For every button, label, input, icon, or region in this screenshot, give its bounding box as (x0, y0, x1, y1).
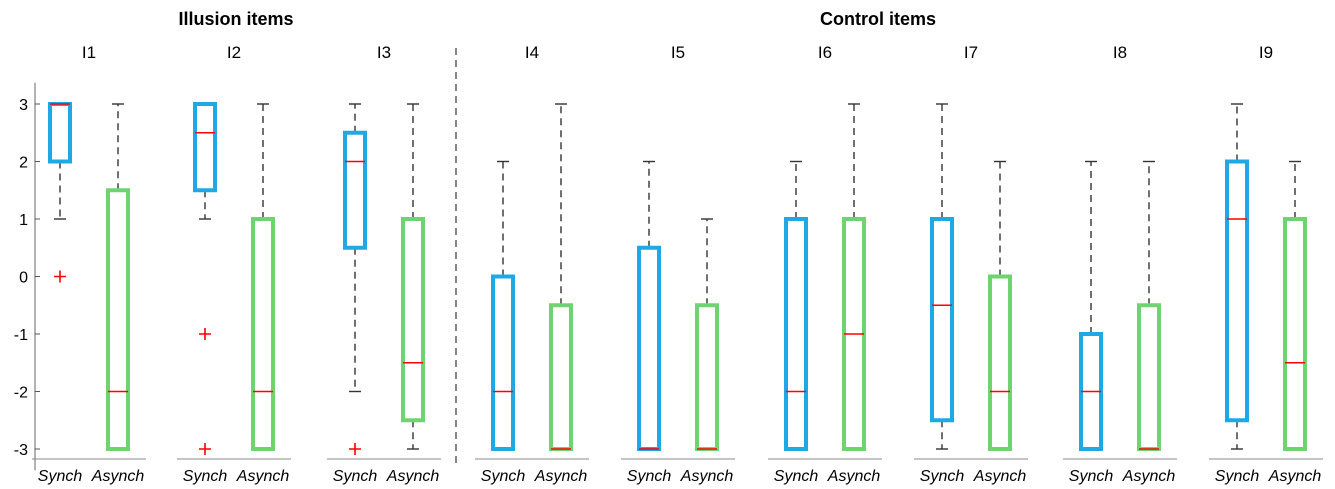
category-label-synch: Synch (1069, 468, 1114, 485)
category-label-synch: Synch (183, 468, 228, 485)
category-label-synch: Synch (1215, 468, 1260, 485)
category-label-asynch: Asynch (386, 468, 440, 485)
panel-title: I2 (227, 43, 241, 62)
category-label-asynch: Asynch (973, 468, 1027, 485)
panel-i6: I6 Synch Asynch (768, 43, 882, 485)
box-synch (491, 274, 515, 451)
panel-i8: I8 Synch Asynch (1063, 43, 1177, 485)
outlier-synch (349, 443, 361, 455)
panel-i7: I7 Synch Asynch (914, 43, 1028, 485)
category-label-asynch: Asynch (534, 468, 588, 485)
category-label-asynch: Asynch (827, 468, 881, 485)
panel-i5: I5 Synch Asynch (621, 43, 735, 485)
box-synch (193, 102, 217, 193)
y-axis: 3 2 1 0 -1 -2 -3 (14, 82, 40, 471)
category-label-asynch: Asynch (1122, 468, 1176, 485)
panel-title: I5 (671, 43, 685, 62)
panel-title: I4 (525, 43, 539, 62)
box-asynch (695, 303, 719, 451)
y-tick-label: -1 (14, 327, 28, 344)
category-label-synch: Synch (920, 468, 965, 485)
box-asynch (106, 188, 130, 451)
category-label-asynch: Asynch (1268, 468, 1322, 485)
box-asynch (401, 217, 425, 423)
group-titles: Illusion items Control items (178, 9, 936, 29)
outlier-synch (199, 443, 211, 455)
panel-title: I9 (1259, 43, 1273, 62)
category-label-synch: Synch (481, 468, 526, 485)
panel-i4: I4 Synch Asynch (475, 43, 589, 485)
box-asynch (549, 303, 573, 451)
box-asynch (1137, 303, 1161, 451)
box-synch (637, 245, 661, 451)
y-tick-label: 1 (19, 212, 28, 229)
box-asynch (988, 274, 1012, 451)
box-synch (784, 217, 808, 451)
box-asynch (1283, 217, 1307, 451)
category-label-synch: Synch (38, 468, 83, 485)
box-asynch (251, 217, 275, 451)
panel-title: I7 (964, 43, 978, 62)
panel-title: I6 (818, 43, 832, 62)
category-label-synch: Synch (627, 468, 672, 485)
y-tick-label: 3 (19, 97, 28, 114)
group-title-illusion: Illusion items (178, 9, 293, 29)
box-synch (930, 217, 954, 423)
panel-i3: I3 Synch Asynch (327, 43, 441, 485)
y-tick-label: 0 (19, 270, 28, 287)
panel-i9: I9 Synch Asynch (1209, 43, 1323, 485)
category-label-synch: Synch (333, 468, 378, 485)
outlier-synch (54, 270, 66, 283)
panel-title: I1 (82, 43, 96, 62)
panel-i1: I1 Synch Asynch (32, 43, 146, 485)
y-tick-label: -3 (14, 442, 28, 459)
outlier-synch (199, 328, 211, 340)
group-title-control: Control items (820, 9, 936, 29)
category-label-asynch: Asynch (680, 468, 734, 485)
y-tick-label: -2 (14, 385, 28, 402)
category-label-asynch: Asynch (236, 468, 290, 485)
box-synch (343, 130, 367, 250)
y-tick-label: 2 (19, 155, 28, 172)
panel-i2: I2 Synch Asynch (177, 43, 291, 485)
panel-title: I3 (377, 43, 391, 62)
category-label-synch: Synch (774, 468, 819, 485)
box-synch (48, 102, 72, 164)
category-label-asynch: Asynch (91, 468, 145, 485)
panel-title: I8 (1113, 43, 1127, 62)
box-synch (1225, 159, 1249, 423)
